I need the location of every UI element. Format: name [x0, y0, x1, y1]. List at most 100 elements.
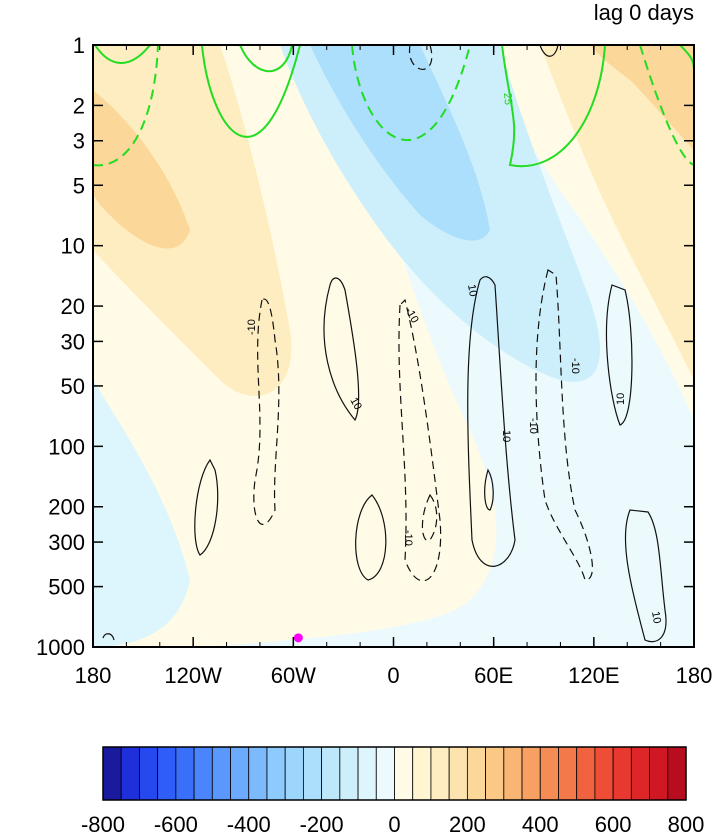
colorbar-swatch	[375, 746, 395, 801]
colorbar-tick-label: -200	[300, 812, 344, 837]
colorbar-swatch	[630, 746, 650, 801]
colorbar-swatch	[248, 746, 268, 801]
contour-solid-green	[501, 45, 606, 168]
x-axis: 180 120W 60W 0 60E 120E 180	[75, 45, 713, 688]
colorbar-swatch	[357, 746, 377, 801]
contour-dashed-black	[535, 269, 593, 581]
colorbar-swatch	[321, 746, 341, 801]
colorbar-labels: -800 -600 -400 -200 0 200 400 600 800	[81, 812, 704, 837]
contour-solid-black	[624, 509, 667, 643]
colorbar	[102, 746, 687, 801]
y-tick-label: 5	[73, 173, 85, 198]
colorbar-tick-label: -600	[154, 812, 198, 837]
contour-label: -10	[402, 530, 414, 546]
colorbar-swatch	[430, 746, 450, 801]
colorbar-swatch	[157, 746, 177, 801]
contour-solid-green	[201, 45, 301, 138]
contour-label: -10	[246, 319, 258, 335]
colorbar-tick-label: -400	[227, 812, 271, 837]
location-marker	[293, 633, 303, 643]
x-tick-label: 0	[387, 663, 399, 688]
colorbar-swatch	[120, 746, 140, 801]
colorbar-tick-label: 200	[449, 812, 486, 837]
cold-core	[310, 45, 490, 241]
y-tick-label: 100	[48, 434, 85, 459]
colorbar-tick-label: 400	[522, 812, 559, 837]
colorbar-swatch	[175, 746, 195, 801]
colorbar-swatch	[612, 746, 632, 801]
contour-solid-black	[102, 633, 115, 641]
contour-solid-black	[484, 468, 494, 511]
colorbar-swatch	[193, 746, 213, 801]
colorbar-swatch	[339, 746, 359, 801]
y-tick-label: 3	[73, 129, 85, 154]
contour-solid-green	[94, 45, 151, 64]
contour-solid-black	[539, 45, 559, 57]
contour-dashed-black	[408, 45, 433, 70]
sw-cold-region	[93, 380, 190, 647]
colorbar-swatch	[466, 746, 486, 801]
colorbar-tick-label: -800	[81, 812, 125, 837]
colorbar-swatch	[667, 746, 687, 801]
contours	[93, 45, 694, 643]
contour-label: 10	[465, 283, 479, 297]
colorbar-swatch	[284, 746, 304, 801]
contour-solid-black	[467, 276, 516, 567]
contour-dashed-black	[253, 298, 280, 525]
west-warm-core	[93, 90, 190, 249]
colorbar-swatch	[230, 746, 250, 801]
x-tick-label: 180	[676, 663, 713, 688]
contour-solid-black	[323, 277, 360, 422]
contour-solid-black	[194, 458, 219, 556]
contour-label: 10	[649, 610, 663, 624]
x-tick-label: 120E	[568, 663, 619, 688]
colorbar-swatch	[102, 746, 122, 801]
west-warm-lobe	[93, 45, 292, 396]
colorbar-swatch	[521, 746, 541, 801]
colorbar-swatch	[211, 746, 231, 801]
colorbar-swatch	[649, 746, 669, 801]
y-tick-label: 1	[73, 33, 85, 58]
colorbar-swatch	[139, 746, 159, 801]
colorbar-frame	[102, 746, 687, 801]
colorbar-swatch	[394, 746, 414, 801]
contour-labels: 25 -10 10 -10 10 -10 10 -10 10 -10 10	[246, 92, 663, 624]
y-tick-label: 200	[48, 495, 85, 520]
colorbar-swatch	[485, 746, 505, 801]
contour-label: -10	[527, 418, 539, 434]
colorbar-swatch	[448, 746, 468, 801]
colorbar-swatch	[558, 746, 578, 801]
shaded-field	[93, 45, 694, 647]
colorbar-tick-label: 800	[668, 812, 705, 837]
colorbar-swatch	[576, 746, 596, 801]
colorbar-tick-label: 0	[388, 812, 400, 837]
y-tick-label: 1000	[36, 635, 85, 660]
y-tick-label: 10	[61, 234, 85, 259]
east-warm-core	[590, 45, 694, 150]
x-tick-label: 120W	[164, 663, 222, 688]
x-tick-label: 60W	[271, 663, 316, 688]
colorbar-tick-label: 600	[595, 812, 632, 837]
contour-dashed-green	[351, 45, 471, 141]
contour-solid-black	[355, 494, 387, 581]
colorbar-swatch	[303, 746, 323, 801]
y-tick-label: 30	[61, 329, 85, 354]
y-tick-label: 50	[61, 374, 85, 399]
x-tick-label: 180	[75, 663, 112, 688]
y-tick-label: 20	[61, 294, 85, 319]
colorbar-swatch	[594, 746, 614, 801]
contour-dashed-black	[398, 298, 442, 582]
y-tick-label: 500	[48, 575, 85, 600]
y-tick-label: 300	[48, 530, 85, 555]
colorbar-swatch	[503, 746, 523, 801]
contour-label: 10	[347, 396, 364, 413]
chart-title: lag 0 days	[594, 0, 694, 25]
east-warm-lobe	[540, 45, 694, 380]
contour-label: -10	[569, 358, 581, 374]
colorbar-swatch	[412, 746, 432, 801]
contour-label: 10	[615, 393, 627, 405]
contour-solid-black	[605, 284, 633, 426]
contour-dashed-green	[639, 45, 694, 166]
y-tick-label: 2	[73, 93, 85, 118]
